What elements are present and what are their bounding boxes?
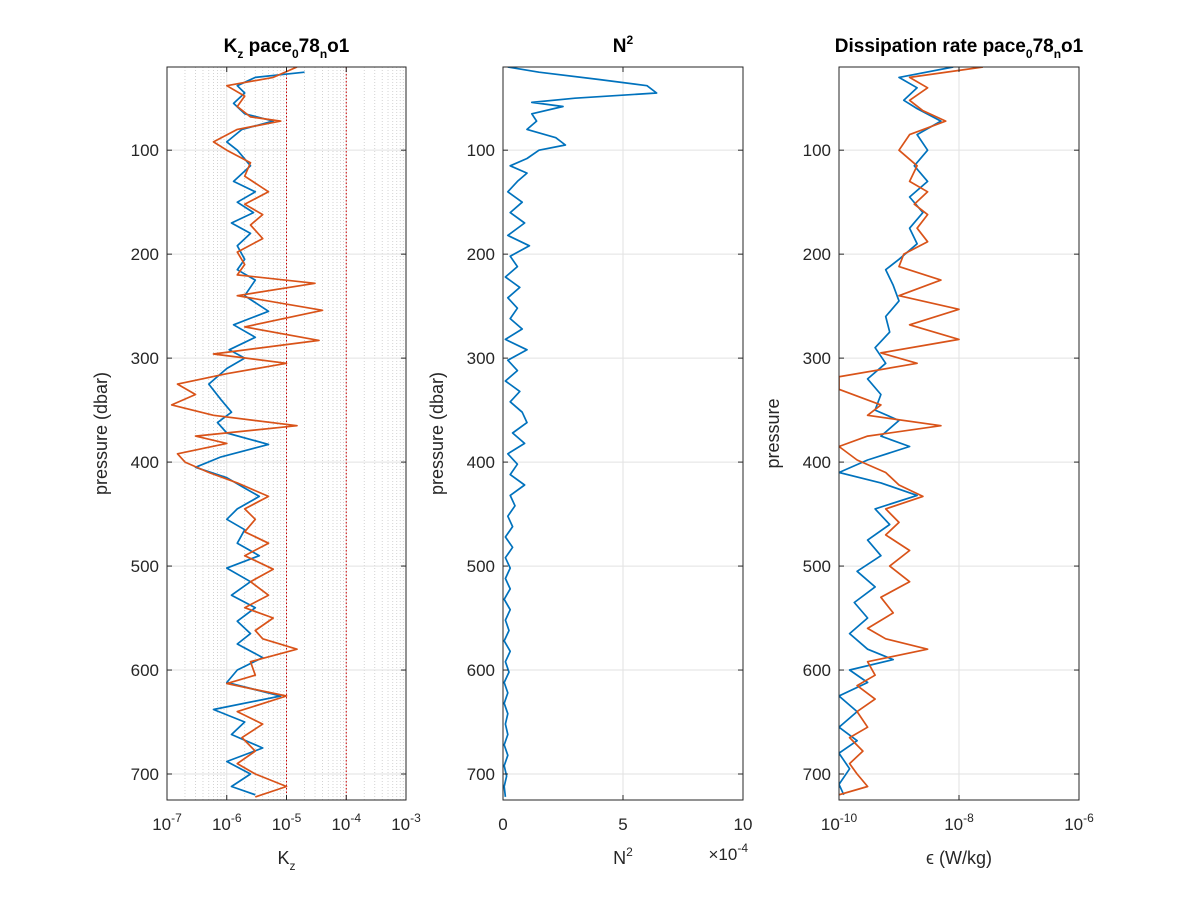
x-tick-label: 10-6	[212, 811, 242, 834]
x-tick-label: 5	[618, 815, 627, 834]
y-tick-label: 700	[467, 765, 495, 784]
x-tick-label: 10-4	[331, 811, 361, 834]
y-tick-label: 500	[467, 557, 495, 576]
x-axis-label: Kz	[277, 848, 295, 873]
series-line-1	[503, 67, 658, 797]
y-tick-label: 300	[803, 349, 831, 368]
x-tick-label: 10-7	[152, 811, 182, 834]
x-axis-label: ϵ (W/kg)	[926, 848, 992, 868]
series-line-2	[839, 67, 984, 796]
y-axis-label: pressure	[763, 398, 783, 468]
y-tick-label: 200	[803, 245, 831, 264]
subplot-2: 100 200 300 400 500 600 700 0 5 10 N2 N2 ×10-4 pressu…	[427, 33, 752, 868]
y-tick-label: 200	[467, 245, 495, 264]
y-tick-label: 400	[131, 453, 159, 472]
y-tick-label: 600	[803, 661, 831, 680]
subplot-3: 100 200 300 400 500 600 700 10-10 10-8 10-6 Dissip…	[763, 36, 1094, 868]
chart-title: N2	[613, 33, 634, 57]
y-tick-label: 300	[467, 349, 495, 368]
chart-title: Kz pace078no1	[224, 36, 350, 61]
y-tick-label: 400	[467, 453, 495, 472]
y-tick-label: 500	[803, 557, 831, 576]
y-tick-label: 500	[131, 557, 159, 576]
x-tick-label: 10	[734, 815, 753, 834]
y-tick-label: 600	[467, 661, 495, 680]
y-tick-label: 200	[131, 245, 159, 264]
y-tick-label: 700	[803, 765, 831, 784]
series-line-2	[170, 67, 324, 798]
y-tick-label: 700	[131, 765, 159, 784]
x-tick-label: 10-10	[821, 811, 858, 834]
y-tick-label: 600	[131, 661, 159, 680]
x-tick-label: 10-8	[944, 811, 974, 834]
chart-title: Dissipation rate pace078no1	[835, 36, 1084, 61]
y-axis-label: pressure (dbar)	[427, 372, 447, 495]
x-axis-label: N2	[613, 845, 633, 868]
y-tick-label: 300	[131, 349, 159, 368]
series-line-1	[194, 71, 305, 796]
x-tick-label: 10-5	[272, 811, 302, 834]
series-line-1	[839, 67, 954, 796]
y-tick-label: 100	[467, 141, 495, 160]
x-axis-multiplier: ×10-4	[708, 841, 748, 864]
subplot-1: 100 200 300 400 500 600 700 10-7 10-6 10-5 10-4 10-…	[91, 36, 421, 873]
y-tick-label: 100	[131, 141, 159, 160]
x-tick-label: 0	[498, 815, 507, 834]
x-tick-label: 10-3	[391, 811, 421, 834]
y-tick-label: 100	[803, 141, 831, 160]
y-axis-label: pressure (dbar)	[91, 372, 111, 495]
y-tick-label: 400	[803, 453, 831, 472]
x-tick-label: 10-6	[1064, 811, 1094, 834]
